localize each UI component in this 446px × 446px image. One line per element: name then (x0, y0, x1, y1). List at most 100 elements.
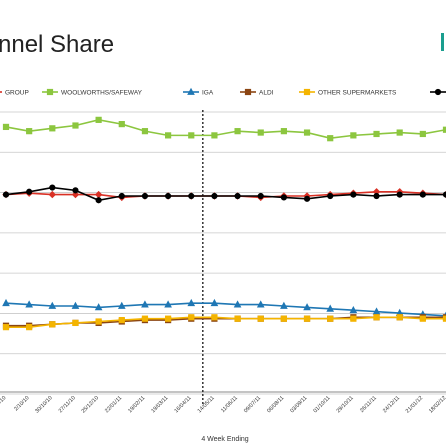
legend-label: ALDI (259, 89, 274, 96)
data-point (244, 88, 252, 96)
x-axis-label: 4 Week Ending (201, 436, 248, 443)
data-point (48, 190, 57, 199)
data-point (165, 315, 172, 322)
x-tick-label: 16/04/11 (174, 395, 193, 414)
data-point (26, 324, 33, 331)
legend-entry (430, 88, 446, 96)
legend-entry: GROUP (0, 89, 29, 96)
data-point (188, 314, 195, 321)
x-tick-label: 24/12/11 (382, 395, 401, 414)
data-point (373, 192, 380, 200)
legend-entry: OTHER SUPERMARKETS (299, 88, 397, 96)
data-point (2, 324, 10, 331)
x-tick-label: 19/02/11 (127, 395, 146, 414)
data-point (257, 129, 264, 136)
data-point (2, 298, 10, 307)
data-point (2, 191, 10, 198)
data-point (350, 132, 357, 139)
series-line (6, 316, 446, 328)
x-tick-label: 27/11/10 (58, 395, 77, 414)
data-point (165, 192, 172, 200)
legend-label: GROUP (5, 89, 29, 96)
legend-label: WOOLWORTHS/SAFEWAY (61, 89, 143, 96)
x-tick-label: 30/10/10 (34, 395, 53, 414)
x-tick-label: 29/10/11 (336, 395, 355, 414)
data-point (211, 314, 218, 321)
data-point (72, 319, 79, 327)
data-point (373, 130, 380, 138)
chart-title: nnel Share (0, 31, 114, 58)
data-point (257, 192, 264, 200)
series-group (2, 116, 446, 331)
x-tick-label: 09/07/11 (243, 395, 262, 414)
data-point (164, 300, 172, 308)
data-point (211, 132, 218, 139)
data-point (141, 192, 149, 200)
x-tick-label: 14/05/11 (197, 395, 216, 414)
data-point (71, 301, 80, 309)
data-point (72, 187, 79, 194)
x-tick-label: 19/03/11 (150, 395, 169, 414)
data-point (303, 315, 311, 322)
data-point (303, 129, 311, 136)
data-point (326, 304, 335, 312)
data-point (327, 192, 334, 200)
series-line (5, 186, 446, 202)
x-tick-label: 18/02/12 (428, 395, 446, 414)
data-point (434, 88, 442, 96)
brand-logo-fragment (441, 33, 444, 51)
data-point (48, 301, 57, 309)
series-line (5, 119, 446, 140)
series-line (5, 302, 446, 317)
data-point (419, 130, 426, 138)
data-point (25, 300, 33, 308)
data-point (210, 298, 219, 307)
data-point (234, 192, 241, 200)
data-point (280, 315, 287, 322)
data-point (188, 132, 195, 139)
series-group (2, 188, 446, 202)
data-point (396, 191, 403, 198)
legend-label: OTHER SUPERMARKETS (318, 89, 397, 96)
x-tick-label: 2/10/10 (13, 395, 30, 412)
data-point (303, 303, 311, 311)
data-point (234, 128, 241, 135)
data-point (165, 132, 172, 139)
data-point (303, 88, 311, 96)
data-point (94, 303, 103, 311)
x-tick-label: 21/01/12 (405, 395, 424, 414)
data-point (280, 194, 287, 201)
data-point (327, 315, 334, 322)
series-iga (2, 298, 446, 319)
data-point (118, 192, 125, 200)
data-point (117, 301, 126, 309)
data-point (327, 135, 334, 142)
x-axis-tick-labels: …/10 2/10/10 30/10/10 27/11/10 25/12/10 22/01… (0, 395, 446, 414)
series-other-supermarkets (2, 314, 446, 331)
data-point (280, 128, 287, 135)
data-point (372, 307, 381, 315)
data-point (211, 192, 218, 200)
data-point (419, 315, 426, 322)
data-point (350, 315, 357, 322)
data-point (234, 315, 241, 322)
legend-label: IGA (202, 89, 214, 96)
data-point (118, 316, 125, 324)
series-unnamed-5 (2, 184, 446, 204)
series-woolworths-safeway (2, 116, 446, 142)
data-point (2, 123, 10, 131)
data-point (280, 301, 288, 309)
data-point (350, 191, 357, 198)
x-tick-label: 06/08/11 (266, 395, 285, 414)
data-point (95, 318, 102, 325)
data-point (49, 321, 56, 328)
data-point (256, 300, 265, 308)
grid (0, 111, 446, 395)
x-tick-label: …/10 (0, 395, 7, 409)
data-point (46, 88, 54, 96)
data-point (396, 314, 403, 321)
data-point (257, 315, 264, 322)
data-point (187, 87, 195, 95)
data-point (419, 191, 426, 198)
